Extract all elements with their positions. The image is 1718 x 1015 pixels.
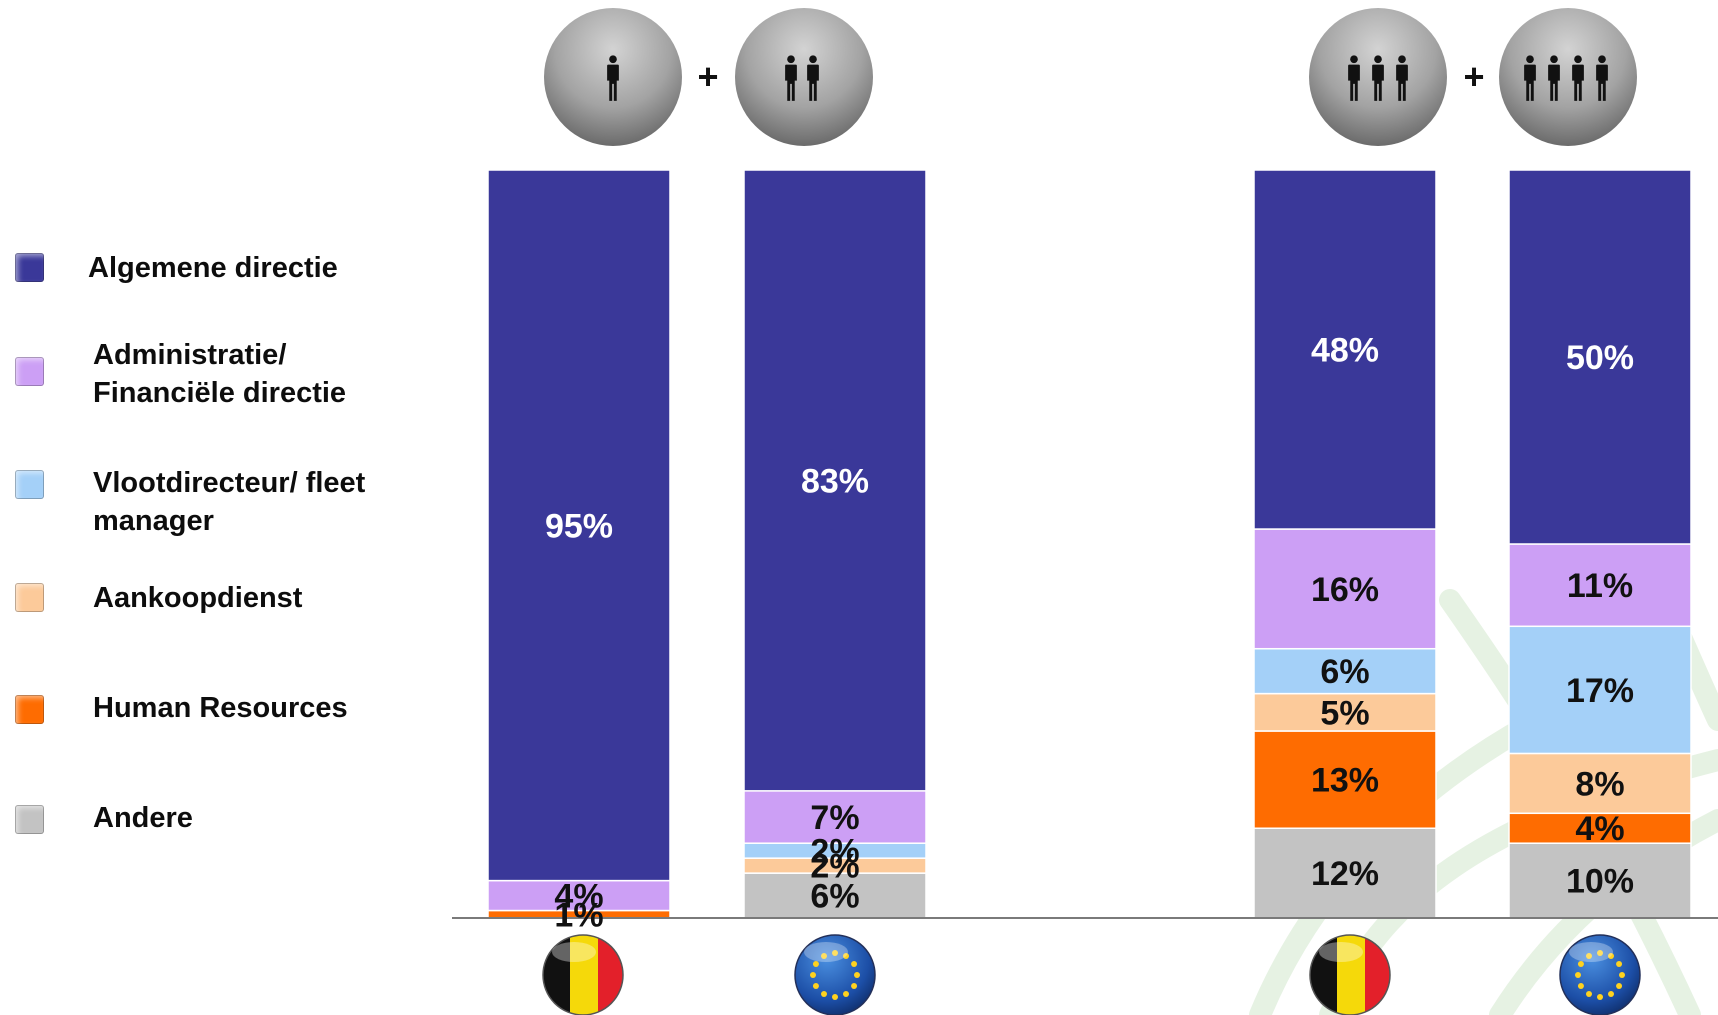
legend-swatch (15, 695, 44, 724)
bar-segment-admin (1253, 528, 1437, 650)
bar-segment-admin (743, 790, 927, 844)
data-label: 2% (810, 848, 859, 886)
data-label: 2% (810, 833, 859, 871)
legend-label: Administratie/ Financiële directie (93, 339, 347, 409)
one-person-icon (544, 8, 682, 146)
legend-swatch (15, 583, 44, 612)
data-label: 4% (554, 878, 603, 916)
bar-segment-vloot (1253, 647, 1437, 695)
bar-segment-hr (1508, 812, 1692, 844)
group-1-header: + (544, 8, 873, 146)
data-label: 16% (1311, 571, 1379, 609)
bar-segment-admin (487, 879, 671, 912)
legend-swatch (15, 470, 44, 499)
bar-segment-algemene (487, 169, 671, 882)
data-label: 10% (1566, 863, 1634, 901)
data-label: 48% (1311, 332, 1379, 370)
bar-segment-algemene (743, 169, 927, 792)
data-label: 1% (554, 896, 603, 934)
belgium-flag-icon (542, 934, 624, 1015)
two-persons-icon (735, 8, 873, 146)
eu-flag-icon (794, 934, 876, 1015)
data-label: 6% (1320, 653, 1369, 691)
bar-segment-algemene (1253, 169, 1437, 530)
bar-segment-hr (1253, 730, 1437, 829)
legend-swatch (15, 805, 44, 834)
legend-swatch (15, 253, 44, 282)
data-label: 12% (1311, 855, 1379, 893)
eu-flag-icon (1559, 934, 1641, 1015)
bar-segment-aankoop (1508, 752, 1692, 815)
data-label: 5% (1320, 694, 1369, 732)
plus-sign: + (697, 56, 718, 97)
data-label: 50% (1566, 339, 1634, 377)
data-label: 11% (1567, 567, 1633, 605)
bar-segment-andere (1508, 842, 1692, 919)
legend-label: Human Resources (93, 692, 348, 724)
data-label: 13% (1311, 762, 1379, 800)
legend-label: Algemene directie (88, 252, 338, 284)
three-persons-icon (1309, 8, 1447, 146)
data-label: 8% (1575, 765, 1624, 803)
belgium-flag-icon (1309, 934, 1391, 1015)
data-label: 17% (1566, 672, 1634, 710)
data-label: 7% (810, 799, 859, 837)
four-persons-icon (1499, 8, 1637, 146)
legend-label: Vlootdirecteur/ fleet manager (93, 467, 366, 537)
legend-label: Andere (93, 802, 193, 834)
legend-swatch (15, 357, 44, 386)
bar-segment-andere (743, 872, 927, 919)
bar-segment-algemene (1508, 169, 1692, 545)
plus-sign: + (1463, 56, 1484, 97)
bar-segment-andere (1253, 827, 1437, 919)
data-label: 95% (545, 507, 613, 545)
data-label: 83% (801, 462, 869, 500)
legend-label: Aankoopdienst (93, 582, 303, 614)
data-label: 4% (1575, 810, 1624, 848)
group-2-header: + (1309, 8, 1637, 146)
data-label: 6% (810, 878, 859, 916)
